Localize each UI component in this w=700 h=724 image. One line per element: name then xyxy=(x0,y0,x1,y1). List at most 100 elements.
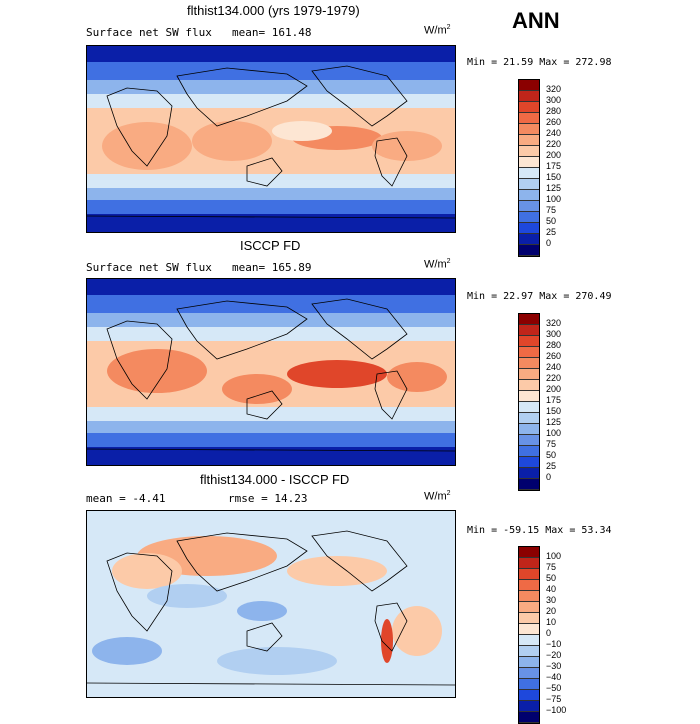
colorbar-swatch xyxy=(519,314,539,325)
colorbar-swatch xyxy=(519,168,539,179)
colorbar-tick-label: 25 xyxy=(546,461,557,471)
colorbar-tick-label: 260 xyxy=(546,351,562,361)
colorbar-swatch xyxy=(519,212,539,223)
colorbar-swatch xyxy=(519,580,539,591)
colorbar-swatch xyxy=(519,547,539,558)
colorbar-tick-label: 220 xyxy=(546,139,562,149)
colorbar-swatch xyxy=(519,190,539,201)
units-label: W/m2 xyxy=(424,258,451,271)
colorbar-tick-label: 150 xyxy=(546,172,562,182)
min-max-stats: Min = 21.59 Max = 272.98 xyxy=(467,57,612,68)
colorbar-tick-label: −40 xyxy=(546,672,562,682)
colorbar-model xyxy=(518,79,540,257)
colorbar-tick-label: −50 xyxy=(546,683,562,693)
colorbar-tick-label: −10 xyxy=(546,639,562,649)
colorbar-tick-label: 175 xyxy=(546,395,562,405)
colorbar-swatch xyxy=(519,679,539,690)
colorbar-tick-label: 50 xyxy=(546,216,557,226)
colorbar-swatch xyxy=(519,435,539,446)
colorbar-swatch xyxy=(519,91,539,102)
colorbar-tick-label: 10 xyxy=(546,617,557,627)
colorbar-swatch xyxy=(519,413,539,424)
colorbar-tick-label: 150 xyxy=(546,406,562,416)
world-map-diff xyxy=(86,510,456,698)
colorbar-tick-label: 240 xyxy=(546,128,562,138)
colorbar-swatch xyxy=(519,336,539,347)
diff-mean-value: mean = -4.41 xyxy=(86,492,166,505)
colorbar-swatch xyxy=(519,624,539,635)
colorbar-swatch xyxy=(519,80,539,91)
colorbar-tick-label: 50 xyxy=(546,573,557,583)
colorbar-tick-label: −100 xyxy=(546,705,567,715)
colorbar-labels-diff: 100 75 50 40 30 20 10 0 −10 −20 −30 −40 −50 −75 −100 xyxy=(546,551,566,716)
colorbar-tick-label: 100 xyxy=(546,194,562,204)
colorbar-tick-label: −75 xyxy=(546,694,562,704)
field-label: Surface net SW flux xyxy=(86,26,212,39)
colorbar-tick-label: −30 xyxy=(546,661,562,671)
colorbar-swatch xyxy=(519,479,539,490)
colorbar-swatch xyxy=(519,646,539,657)
colorbar-tick-label: 40 xyxy=(546,584,557,594)
colorbar-swatch xyxy=(519,146,539,157)
colorbar-swatch xyxy=(519,234,539,245)
colorbar-swatch xyxy=(519,157,539,168)
mean-value: mean= 161.48 xyxy=(232,26,312,39)
colorbar-swatch xyxy=(519,201,539,212)
colorbar-tick-label: 200 xyxy=(546,150,562,160)
colorbar-swatch xyxy=(519,380,539,391)
colorbar-tick-label: 125 xyxy=(546,417,562,427)
colorbar-swatch xyxy=(519,457,539,468)
colorbar-tick-label: 280 xyxy=(546,106,562,116)
colorbar-swatch xyxy=(519,325,539,336)
min-max-stats: Min = -59.15 Max = 53.34 xyxy=(467,525,612,536)
colorbar-swatch xyxy=(519,347,539,358)
colorbar-tick-label: 75 xyxy=(546,562,557,572)
colorbar-tick-label: 320 xyxy=(546,84,562,94)
world-map-obs xyxy=(86,278,456,466)
field-label: Surface net SW flux xyxy=(86,261,212,274)
panel-title: flthist134.000 (yrs 1979-1979) xyxy=(187,3,360,18)
colorbar-tick-label: 200 xyxy=(546,384,562,394)
colorbar-tick-label: 300 xyxy=(546,95,562,105)
colorbar-swatch xyxy=(519,712,539,723)
panel-title: ISCCP FD xyxy=(240,238,301,253)
colorbar-swatch xyxy=(519,635,539,646)
colorbar-tick-label: 240 xyxy=(546,362,562,372)
colorbar-swatch xyxy=(519,569,539,580)
colorbar-tick-label: 50 xyxy=(546,450,557,460)
colorbar-swatch xyxy=(519,391,539,402)
colorbar-diff xyxy=(518,546,540,724)
colorbar-swatch xyxy=(519,102,539,113)
colorbar-labels-model: 320 300 280 260 240 220 200 175 150 125 100 75 50 25 0 xyxy=(546,84,561,249)
colorbar-tick-label: 0 xyxy=(546,238,552,248)
colorbar-swatch xyxy=(519,135,539,146)
colorbar-tick-label: 100 xyxy=(546,428,562,438)
colorbar-tick-label: 30 xyxy=(546,595,557,605)
colorbar-labels-obs: 320 300 280 260 240 220 200 175 150 125 100 75 50 25 0 xyxy=(546,318,561,483)
colorbar-tick-label: 75 xyxy=(546,205,557,215)
colorbar-swatch xyxy=(519,124,539,135)
colorbar-swatch xyxy=(519,402,539,413)
colorbar-tick-label: 125 xyxy=(546,183,562,193)
colorbar-swatch xyxy=(519,591,539,602)
min-max-stats: Min = 22.97 Max = 270.49 xyxy=(467,291,612,302)
world-map-model xyxy=(86,45,456,233)
units-label: W/m2 xyxy=(424,24,451,37)
colorbar-tick-label: 175 xyxy=(546,161,562,171)
units-label: W/m2 xyxy=(424,490,451,503)
colorbar-swatch xyxy=(519,657,539,668)
colorbar-tick-label: 300 xyxy=(546,329,562,339)
colorbar-tick-label: 280 xyxy=(546,340,562,350)
colorbar-swatch xyxy=(519,468,539,479)
colorbar-tick-label: −20 xyxy=(546,650,562,660)
colorbar-tick-label: 75 xyxy=(546,439,557,449)
colorbar-swatch xyxy=(519,113,539,124)
colorbar-swatch xyxy=(519,446,539,457)
rmse-value: rmse = 14.23 xyxy=(228,492,308,505)
colorbar-swatch xyxy=(519,690,539,701)
colorbar-tick-label: 260 xyxy=(546,117,562,127)
panel-title: flthist134.000 - ISCCP FD xyxy=(200,472,350,487)
colorbar-tick-label: 0 xyxy=(546,472,552,482)
colorbar-swatch xyxy=(519,668,539,679)
colorbar-swatch xyxy=(519,558,539,569)
